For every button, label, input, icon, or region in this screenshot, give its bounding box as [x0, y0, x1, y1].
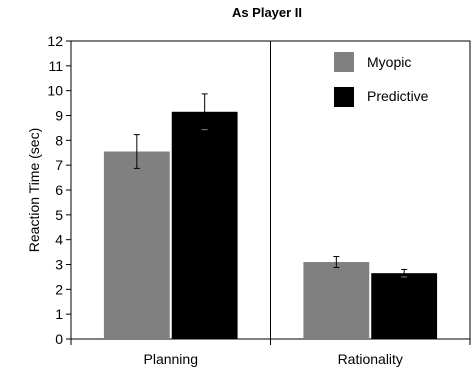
y-tick-label: 5	[55, 207, 63, 223]
y-tick-label: 6	[55, 182, 63, 198]
chart-title: As Player II	[232, 5, 302, 20]
x-tick-label: Rationality	[338, 351, 403, 367]
y-tick-label: 8	[55, 132, 63, 148]
bar	[171, 111, 238, 340]
x-axis: Planning Rationality	[70, 339, 471, 367]
error-bars	[133, 93, 408, 278]
y-tick-label: 7	[55, 157, 63, 173]
legend-label-myopic: Myopic	[367, 54, 411, 70]
y-tick-label: 1	[55, 306, 63, 322]
bar	[103, 151, 170, 339]
y-tick-label: 0	[55, 331, 63, 347]
legend-swatch-predictive	[334, 87, 354, 107]
legend-label-predictive: Predictive	[367, 88, 429, 104]
y-tick-label: 9	[55, 108, 63, 124]
y-tick-label: 2	[55, 281, 63, 297]
legend-swatch-myopic	[334, 52, 354, 72]
y-axis-label: Reaction Time (sec)	[26, 128, 42, 252]
bars	[103, 111, 438, 340]
y-tick-label: 12	[47, 33, 63, 49]
bar	[303, 262, 370, 339]
y-tick-label: 4	[55, 232, 63, 248]
legend: Myopic Predictive	[334, 52, 429, 107]
y-tick-label: 3	[55, 257, 63, 273]
y-tick-label: 11	[48, 58, 63, 74]
y-tick-label: 10	[47, 83, 63, 99]
x-tick-label: Planning	[144, 351, 199, 367]
bar	[371, 273, 438, 339]
